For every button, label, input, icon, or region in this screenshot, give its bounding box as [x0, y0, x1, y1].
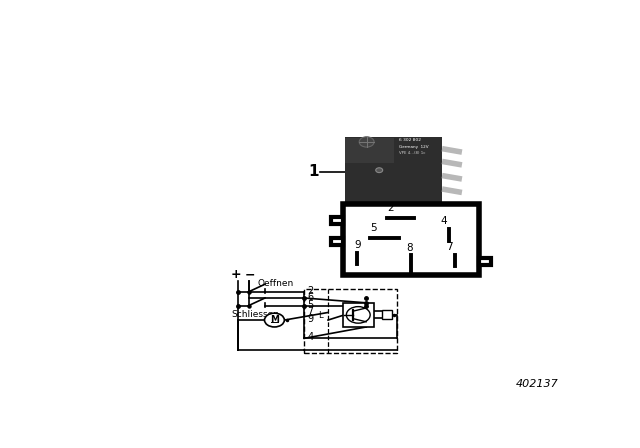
Text: 2: 2 [307, 286, 314, 296]
Circle shape [264, 313, 284, 327]
Text: Schliessen: Schliessen [231, 310, 279, 319]
Bar [331, 217, 343, 224]
Bar [381, 310, 392, 319]
Text: Oeffnen: Oeffnen [257, 279, 294, 288]
Text: M: M [270, 315, 279, 324]
Text: 8: 8 [406, 243, 413, 254]
Text: L: L [318, 311, 323, 320]
Bar [343, 204, 479, 275]
Bar [346, 138, 394, 164]
Text: 7: 7 [446, 241, 452, 252]
Text: 9: 9 [307, 314, 314, 324]
Text: 1: 1 [308, 164, 318, 179]
Circle shape [346, 306, 370, 323]
Text: 4: 4 [307, 332, 314, 342]
Text: VPE 4...(8) 1c: VPE 4...(8) 1c [399, 151, 425, 155]
Text: Germany  12V: Germany 12V [399, 145, 428, 149]
Text: −: − [244, 268, 255, 281]
Bar [346, 137, 442, 204]
Text: 402137: 402137 [516, 379, 559, 389]
Text: 6 302 802: 6 302 802 [399, 138, 420, 142]
Text: 9: 9 [354, 240, 361, 250]
Text: 7: 7 [307, 306, 314, 316]
Text: 5: 5 [370, 223, 377, 233]
Bar [343, 303, 374, 327]
Text: 2: 2 [387, 203, 394, 214]
Text: 5: 5 [307, 300, 314, 310]
Text: +: + [230, 268, 241, 281]
Bar [304, 289, 397, 353]
Circle shape [376, 168, 383, 172]
Text: 6: 6 [307, 292, 314, 302]
Bar [479, 258, 491, 265]
Circle shape [359, 137, 374, 147]
Bar [331, 238, 343, 245]
Text: 4: 4 [440, 216, 447, 226]
